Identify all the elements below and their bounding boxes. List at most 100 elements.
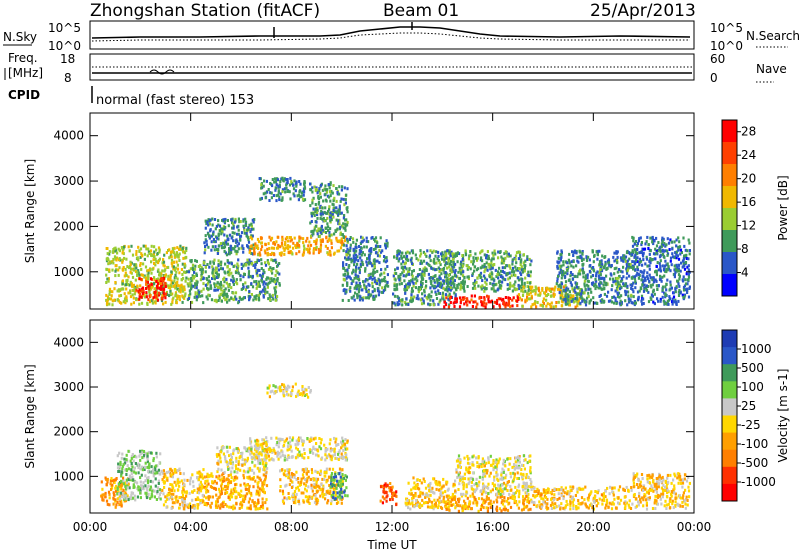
- data-cell: [674, 271, 677, 274]
- data-cell: [280, 241, 284, 245]
- data-cell: [285, 186, 288, 190]
- data-cell: [682, 264, 685, 268]
- data-cell: [655, 284, 658, 288]
- data-cell: [640, 241, 643, 244]
- data-cell: [569, 271, 573, 274]
- data-cell: [261, 501, 264, 505]
- data-cell: [604, 283, 607, 287]
- data-cell: [674, 251, 677, 255]
- data-cell: [446, 257, 449, 261]
- data-cell: [582, 271, 586, 275]
- data-cell: [571, 273, 574, 277]
- data-cell: [569, 298, 572, 302]
- data-cell: [344, 272, 347, 276]
- data-cell: [169, 286, 172, 290]
- data-cell: [260, 277, 263, 280]
- data-cell: [341, 283, 344, 287]
- data-cell: [148, 283, 151, 287]
- data-cell: [235, 278, 238, 282]
- data-cell: [168, 248, 171, 252]
- data-cell: [161, 277, 164, 281]
- data-cell: [261, 506, 265, 510]
- data-cell: [619, 256, 623, 260]
- data-cell: [205, 239, 208, 243]
- data-cell: [179, 247, 182, 251]
- data-cell: [642, 302, 645, 305]
- data-cell: [181, 490, 184, 494]
- data-cell: [686, 265, 689, 269]
- data-cell: [296, 241, 299, 245]
- data-cell: [258, 269, 261, 272]
- data-cell: [669, 238, 672, 242]
- data-cell: [203, 501, 206, 505]
- data-cell: [515, 268, 518, 272]
- data-cell: [674, 298, 677, 302]
- data-cell: [648, 279, 651, 283]
- data-cell: [239, 494, 242, 498]
- data-cell: [171, 485, 174, 488]
- data-cell: [194, 264, 197, 268]
- data-cell: [137, 471, 140, 475]
- data-cell: [566, 297, 569, 301]
- data-cell: [320, 183, 323, 187]
- data-cell: [212, 238, 215, 241]
- data-cell: [568, 261, 571, 265]
- data-cell: [586, 279, 589, 283]
- data-cell: [632, 239, 635, 243]
- data-cell: [599, 299, 602, 303]
- data-cell: [456, 251, 459, 255]
- data-cell: [240, 246, 243, 250]
- data-cell: [164, 296, 167, 300]
- data-cell: [453, 283, 456, 287]
- data-cell: [252, 243, 255, 247]
- data-cell: [117, 492, 121, 496]
- data-cell: [237, 264, 240, 268]
- data-cell: [345, 290, 348, 294]
- data-cell: [686, 291, 689, 294]
- data-cell: [473, 283, 476, 287]
- data-cell: [158, 271, 161, 275]
- data-cell: [556, 260, 559, 264]
- data-cell: [328, 230, 331, 234]
- data-cell: [620, 285, 623, 289]
- data-cell: [464, 249, 467, 253]
- data-cell: [176, 297, 179, 301]
- data-cell: [250, 222, 253, 226]
- data-cell: [518, 267, 521, 270]
- data-cell: [574, 281, 577, 285]
- data-cell: [526, 258, 529, 261]
- data-cell: [261, 503, 264, 507]
- data-cell: [587, 284, 590, 288]
- data-cell: [284, 243, 287, 246]
- data-cell: [338, 239, 341, 243]
- data-cell: [207, 275, 210, 279]
- data-cell: [139, 263, 142, 267]
- data-cell: [496, 288, 499, 292]
- data-cell: [147, 492, 150, 496]
- data-cell: [367, 282, 370, 286]
- data-cell: [135, 250, 138, 253]
- data-cell: [230, 457, 233, 461]
- data-cell: [147, 479, 150, 483]
- data-cell: [370, 236, 373, 240]
- data-cell: [217, 233, 220, 237]
- data-cell: [346, 274, 349, 278]
- data-cell: [398, 252, 401, 256]
- data-cell: [636, 251, 639, 255]
- data-cell: [147, 284, 150, 288]
- colorbar-tick-label: 20: [741, 172, 756, 186]
- data-cell: [393, 301, 396, 305]
- data-cell: [155, 293, 158, 297]
- data-cell: [458, 269, 462, 273]
- data-cell: [214, 504, 218, 508]
- data-cell: [111, 479, 114, 483]
- data-cell: [671, 300, 674, 304]
- noise-search-trace: [91, 32, 690, 42]
- data-cell: [353, 260, 356, 264]
- data-cell: [651, 283, 654, 287]
- data-cell: [682, 236, 685, 240]
- data-cell: [303, 247, 306, 251]
- data-cell: [629, 298, 632, 302]
- data-cell: [572, 265, 575, 269]
